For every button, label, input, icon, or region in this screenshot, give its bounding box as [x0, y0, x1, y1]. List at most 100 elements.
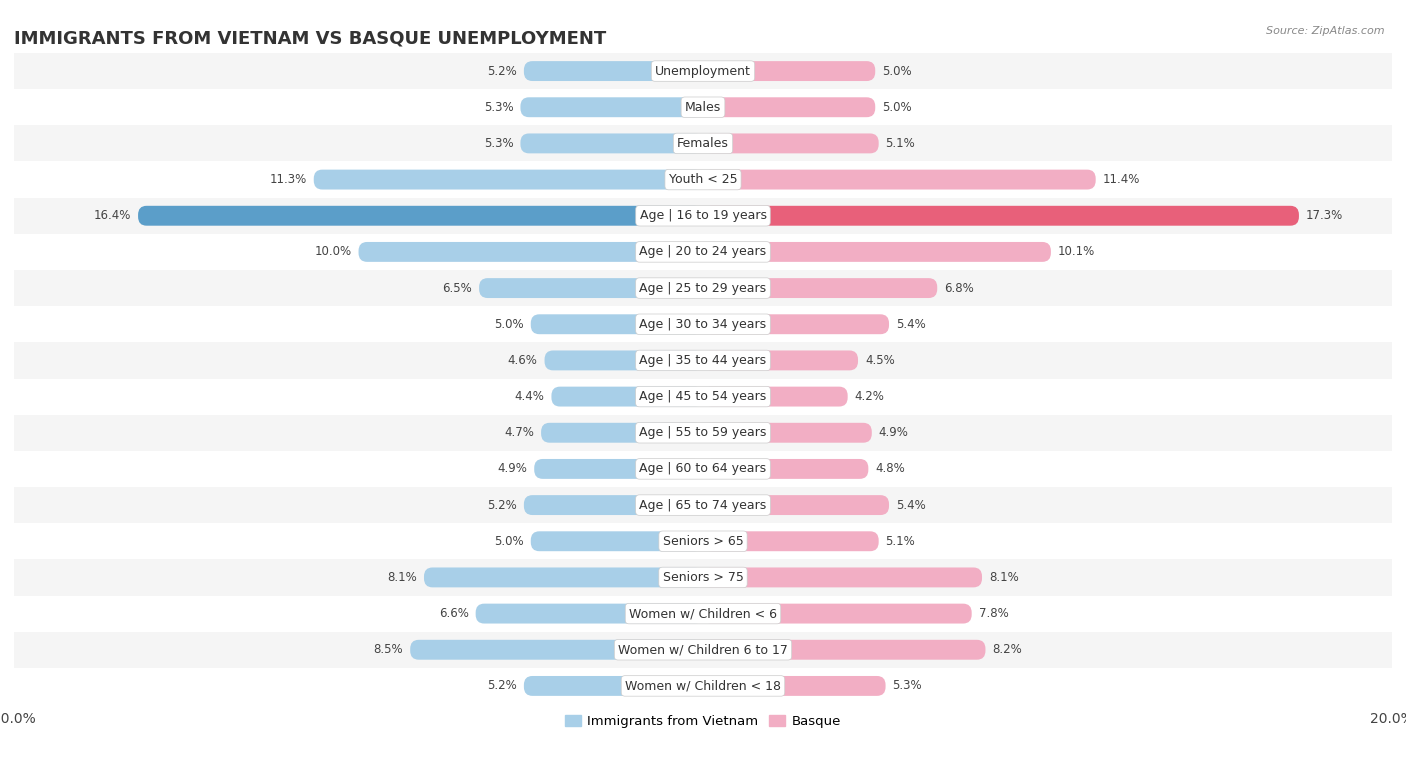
FancyBboxPatch shape — [541, 423, 703, 443]
FancyBboxPatch shape — [14, 198, 1392, 234]
FancyBboxPatch shape — [531, 531, 703, 551]
Text: 5.0%: 5.0% — [495, 534, 524, 548]
FancyBboxPatch shape — [703, 531, 879, 551]
Text: 11.4%: 11.4% — [1102, 173, 1140, 186]
FancyBboxPatch shape — [14, 89, 1392, 126]
FancyBboxPatch shape — [14, 523, 1392, 559]
Text: 5.2%: 5.2% — [488, 680, 517, 693]
FancyBboxPatch shape — [520, 133, 703, 154]
FancyBboxPatch shape — [14, 559, 1392, 596]
FancyBboxPatch shape — [359, 242, 703, 262]
FancyBboxPatch shape — [703, 350, 858, 370]
FancyBboxPatch shape — [524, 495, 703, 515]
FancyBboxPatch shape — [475, 603, 703, 624]
Text: Age | 60 to 64 years: Age | 60 to 64 years — [640, 463, 766, 475]
Text: Women w/ Children < 6: Women w/ Children < 6 — [628, 607, 778, 620]
FancyBboxPatch shape — [703, 387, 848, 407]
Text: 5.1%: 5.1% — [886, 534, 915, 548]
Text: 5.3%: 5.3% — [484, 137, 513, 150]
FancyBboxPatch shape — [703, 61, 875, 81]
FancyBboxPatch shape — [524, 676, 703, 696]
Text: 8.1%: 8.1% — [387, 571, 418, 584]
Text: 5.0%: 5.0% — [882, 101, 911, 114]
Text: Source: ZipAtlas.com: Source: ZipAtlas.com — [1267, 26, 1385, 36]
FancyBboxPatch shape — [703, 640, 986, 659]
Text: 16.4%: 16.4% — [94, 209, 131, 223]
FancyBboxPatch shape — [14, 451, 1392, 487]
FancyBboxPatch shape — [703, 676, 886, 696]
Text: 5.2%: 5.2% — [488, 64, 517, 77]
Text: 5.1%: 5.1% — [886, 137, 915, 150]
Text: Women w/ Children 6 to 17: Women w/ Children 6 to 17 — [619, 643, 787, 656]
FancyBboxPatch shape — [544, 350, 703, 370]
Text: Age | 55 to 59 years: Age | 55 to 59 years — [640, 426, 766, 439]
Text: Age | 45 to 54 years: Age | 45 to 54 years — [640, 390, 766, 403]
FancyBboxPatch shape — [703, 603, 972, 624]
Text: 11.3%: 11.3% — [270, 173, 307, 186]
Text: Age | 65 to 74 years: Age | 65 to 74 years — [640, 499, 766, 512]
Text: Age | 25 to 29 years: Age | 25 to 29 years — [640, 282, 766, 294]
FancyBboxPatch shape — [531, 314, 703, 334]
Text: 4.5%: 4.5% — [865, 354, 894, 367]
Text: 4.4%: 4.4% — [515, 390, 544, 403]
FancyBboxPatch shape — [703, 170, 1095, 189]
FancyBboxPatch shape — [703, 495, 889, 515]
FancyBboxPatch shape — [703, 423, 872, 443]
FancyBboxPatch shape — [703, 98, 875, 117]
Text: 10.1%: 10.1% — [1057, 245, 1095, 258]
Text: 7.8%: 7.8% — [979, 607, 1008, 620]
Text: 4.7%: 4.7% — [505, 426, 534, 439]
Text: Women w/ Children < 18: Women w/ Children < 18 — [626, 680, 780, 693]
FancyBboxPatch shape — [703, 133, 879, 154]
Text: Age | 16 to 19 years: Age | 16 to 19 years — [640, 209, 766, 223]
Text: Seniors > 75: Seniors > 75 — [662, 571, 744, 584]
FancyBboxPatch shape — [14, 487, 1392, 523]
FancyBboxPatch shape — [520, 98, 703, 117]
Text: 8.1%: 8.1% — [988, 571, 1019, 584]
Text: 5.4%: 5.4% — [896, 318, 925, 331]
Text: 6.8%: 6.8% — [945, 282, 974, 294]
Text: 4.8%: 4.8% — [875, 463, 905, 475]
FancyBboxPatch shape — [14, 126, 1392, 161]
FancyBboxPatch shape — [14, 415, 1392, 451]
Text: 4.9%: 4.9% — [879, 426, 908, 439]
Text: 5.3%: 5.3% — [484, 101, 513, 114]
Text: Age | 20 to 24 years: Age | 20 to 24 years — [640, 245, 766, 258]
Text: 8.5%: 8.5% — [374, 643, 404, 656]
Text: Females: Females — [678, 137, 728, 150]
Legend: Immigrants from Vietnam, Basque: Immigrants from Vietnam, Basque — [560, 709, 846, 734]
Text: 5.2%: 5.2% — [488, 499, 517, 512]
Text: 4.6%: 4.6% — [508, 354, 537, 367]
FancyBboxPatch shape — [14, 378, 1392, 415]
Text: 5.0%: 5.0% — [882, 64, 911, 77]
FancyBboxPatch shape — [14, 596, 1392, 631]
FancyBboxPatch shape — [14, 306, 1392, 342]
Text: 8.2%: 8.2% — [993, 643, 1022, 656]
Text: 4.9%: 4.9% — [498, 463, 527, 475]
Text: 6.6%: 6.6% — [439, 607, 468, 620]
Text: 4.2%: 4.2% — [855, 390, 884, 403]
FancyBboxPatch shape — [703, 568, 981, 587]
FancyBboxPatch shape — [14, 342, 1392, 378]
Text: Age | 30 to 34 years: Age | 30 to 34 years — [640, 318, 766, 331]
Text: 17.3%: 17.3% — [1306, 209, 1343, 223]
FancyBboxPatch shape — [14, 161, 1392, 198]
Text: 10.0%: 10.0% — [315, 245, 352, 258]
FancyBboxPatch shape — [703, 314, 889, 334]
FancyBboxPatch shape — [14, 53, 1392, 89]
FancyBboxPatch shape — [14, 270, 1392, 306]
Text: Males: Males — [685, 101, 721, 114]
FancyBboxPatch shape — [479, 278, 703, 298]
Text: IMMIGRANTS FROM VIETNAM VS BASQUE UNEMPLOYMENT: IMMIGRANTS FROM VIETNAM VS BASQUE UNEMPL… — [14, 30, 606, 48]
Text: 6.5%: 6.5% — [443, 282, 472, 294]
Text: 5.3%: 5.3% — [893, 680, 922, 693]
FancyBboxPatch shape — [703, 242, 1050, 262]
FancyBboxPatch shape — [138, 206, 703, 226]
Text: 5.0%: 5.0% — [495, 318, 524, 331]
Text: 5.4%: 5.4% — [896, 499, 925, 512]
FancyBboxPatch shape — [14, 234, 1392, 270]
FancyBboxPatch shape — [314, 170, 703, 189]
FancyBboxPatch shape — [14, 631, 1392, 668]
FancyBboxPatch shape — [14, 668, 1392, 704]
FancyBboxPatch shape — [551, 387, 703, 407]
